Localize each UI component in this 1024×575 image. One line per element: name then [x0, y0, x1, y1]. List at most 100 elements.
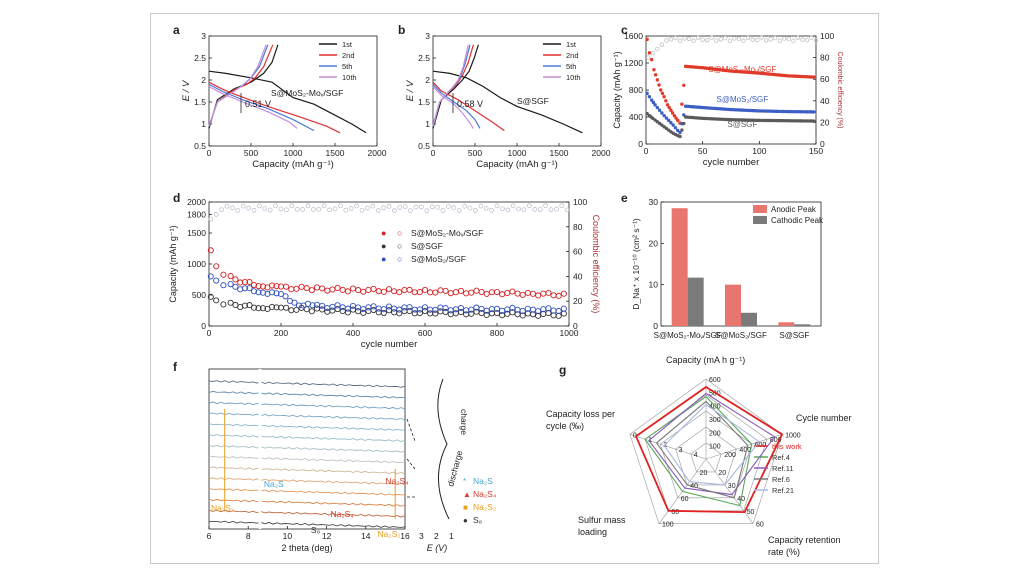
panel-a-discharge-2nd — [208, 81, 341, 134]
panel-c-ce-point — [763, 38, 769, 43]
panel-d-data-point — [246, 302, 253, 309]
panel-c-ce-point — [750, 37, 755, 42]
panel-b-legend-label: 2nd — [566, 51, 579, 60]
panel-c-data-point — [657, 83, 661, 87]
panel-label-e: e — [621, 191, 628, 205]
panel-c-data-point — [682, 121, 686, 126]
panel-c-data-point — [653, 73, 658, 77]
panel-c-data-point — [678, 134, 682, 139]
panel-d-ce-point — [559, 203, 565, 209]
panel-f-legend-label: S₈ — [473, 515, 483, 525]
panel-f-legend-label: Na₂S — [473, 476, 493, 486]
panel-e-bar — [671, 208, 688, 326]
panel-b-y-tick-label: 2 — [425, 75, 430, 85]
panel-e-y-tick-label: 0 — [653, 321, 658, 331]
panel-f-peak-label: Na₂S₂ — [211, 503, 234, 513]
panel-c-data-point — [812, 110, 816, 114]
panel-d-data-point — [213, 297, 220, 304]
panel-d-data-point — [468, 310, 475, 317]
panel-d-data-point — [227, 299, 234, 306]
panel-g-legend-label: Ref.6 — [772, 475, 790, 484]
panel-d-data-point — [396, 306, 403, 313]
panel-d-data-point — [207, 293, 214, 300]
panel-d-ce-point — [429, 204, 435, 210]
panel-f-e-tick-label: 1 — [449, 531, 454, 541]
panel-c-ce-point — [741, 38, 746, 43]
panel-g-axis-tick-label: 3 — [679, 447, 683, 454]
panel-a-annotation: 0.51 V — [245, 99, 271, 109]
panel-c-ce-point — [655, 46, 660, 52]
panel-c-ce-point — [791, 38, 796, 43]
panel-d-data-point — [442, 305, 449, 312]
panel-f-connector — [406, 458, 416, 470]
panel-f-xrd-pattern — [208, 390, 406, 399]
panel-d-ce-point — [251, 207, 257, 213]
panel-a-legend-label: 1st — [342, 40, 353, 49]
panel-c-x-tick-label: 50 — [698, 146, 708, 156]
panel-g-axis-tick-label: 1 — [648, 437, 652, 444]
panel-c-series-label: S@MoS₂-Moᵥ/SGF — [708, 65, 776, 74]
panel-d-data-point — [355, 304, 362, 311]
panel-c-y-tick-label: 1200 — [624, 58, 643, 68]
panel-a-legend-label: 5th — [342, 62, 352, 71]
panel-d-legend-open-marker: ○ — [397, 228, 402, 238]
panel-d-ce-point — [262, 206, 268, 211]
panel-d-ce-point — [516, 206, 521, 212]
panel-d-data-point — [241, 285, 249, 292]
panel-g-axis-tick-label: 20 — [718, 470, 726, 477]
panel-d-data-point — [334, 284, 341, 292]
panel-d-data-point — [213, 263, 220, 270]
panel-d-data-point — [411, 306, 418, 313]
panel-c-data-point — [645, 111, 649, 116]
panel-g-axis-tick-label: 800 — [770, 437, 782, 444]
panel-c-ce-point — [705, 37, 710, 43]
panel-d-data-point — [493, 288, 501, 296]
panel-d-data-point — [283, 283, 290, 290]
panel-d-data-point — [493, 310, 501, 317]
panel-d-y-tick-label: 2000 — [187, 197, 206, 207]
panel-d-y2label: Coulombic efficiency (%) — [591, 215, 601, 314]
panel-d-data-point — [401, 287, 408, 294]
panel-a-x-tick-label: 1500 — [326, 148, 345, 158]
panel-a-x-tick-label: 500 — [244, 148, 258, 158]
panel-c-ce-point — [786, 36, 791, 41]
panel-c-x-tick-label: 150 — [809, 146, 823, 156]
panel-d-data-point — [334, 302, 341, 309]
panel-c-ce-point — [727, 38, 733, 44]
panel-d-ce-point — [424, 208, 430, 214]
panel-g-axis-label: Cycle number — [796, 413, 852, 423]
panel-d-data-point — [519, 312, 526, 319]
panel-d-ce-point — [510, 203, 516, 209]
panel-d-data-point — [319, 302, 326, 309]
panel-c-series-label: S@MoS₂/SGF — [716, 95, 768, 104]
panel-a-x-tick-label: 1000 — [284, 148, 303, 158]
panel-d-data-point — [545, 289, 552, 296]
panel-d-data-point — [246, 278, 253, 286]
panel-d-y-tick-label: 500 — [192, 290, 206, 300]
panel-d-data-point — [380, 309, 387, 316]
panel-d-x-tick-label: 800 — [490, 328, 504, 338]
panel-c-ce-point — [709, 35, 714, 40]
panel-d-data-point — [468, 289, 475, 296]
panel-d-ce-point — [338, 203, 343, 209]
panel-c-x-tick-label: 100 — [752, 146, 766, 156]
panel-a-charge-10th — [208, 44, 267, 127]
panel-e-y-tick-label: 10 — [649, 280, 659, 290]
panel-g-axis-tick-label: 60 — [681, 496, 689, 503]
panel-d-data-point — [288, 286, 295, 293]
panel-d-ce-point — [451, 205, 457, 210]
panel-b-x-tick-label: 1500 — [550, 148, 569, 158]
panel-c-data-point — [649, 57, 654, 62]
panel-b-legend-label: 1st — [566, 40, 577, 49]
panel-d-y2-tick-label: 40 — [573, 271, 583, 281]
panel-f-peak-label: S₈ — [311, 525, 321, 535]
panel-d-data-point — [447, 290, 454, 297]
panel-g-legend-label: Ref.4 — [772, 453, 790, 462]
panel-f-xrd-pattern — [208, 509, 406, 518]
panel-c-data-point — [673, 126, 678, 130]
panel-d-data-point — [213, 277, 220, 284]
panel-d-data-point — [227, 281, 234, 288]
panel-c-ce-point — [800, 37, 805, 42]
panel-d-ce-point — [505, 207, 511, 213]
panel-g-axis-label: cycle (‰) — [546, 421, 584, 431]
